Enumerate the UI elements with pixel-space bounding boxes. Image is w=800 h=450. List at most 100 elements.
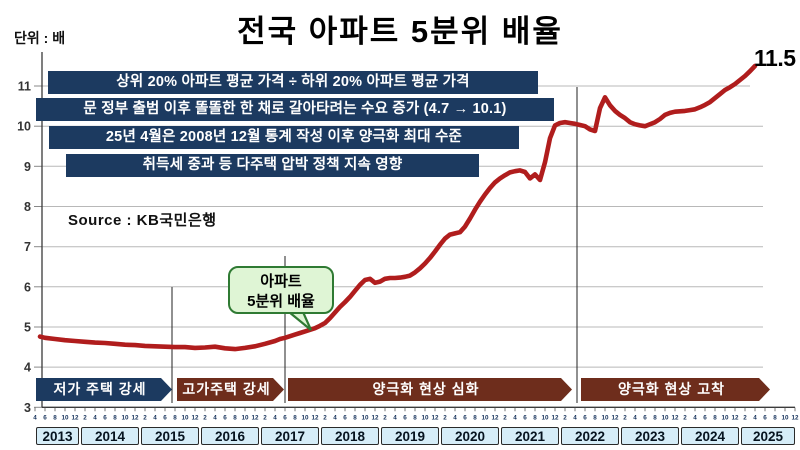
period-banner: 고가주택 강세 — [177, 378, 284, 401]
x-tick-label: 8 — [473, 415, 477, 422]
x-tick-label: 2 — [683, 415, 687, 422]
x-tick-label: 6 — [763, 415, 767, 422]
x-tick-label: 12 — [131, 415, 139, 422]
year-label-box: 2022 — [561, 427, 619, 445]
x-tick-label: 6 — [643, 415, 647, 422]
y-tick-label: 4 — [24, 361, 31, 375]
x-tick-label: 4 — [633, 415, 637, 422]
x-tick-label: 4 — [573, 415, 577, 422]
x-tick-label: 10 — [241, 415, 249, 422]
annotation-box-policy: 취득세 중과 등 다주택 압박 정책 지속 영향 — [66, 154, 479, 177]
year-label-box: 2014 — [81, 427, 139, 445]
callout-line-1: 아파트 — [260, 273, 302, 290]
x-tick-label: 6 — [43, 415, 47, 422]
series-callout-bubble: 아파트 5분위 배율 — [228, 266, 334, 314]
x-tick-label: 6 — [343, 415, 347, 422]
x-tick-label: 4 — [33, 415, 37, 422]
year-label-box: 2017 — [261, 427, 319, 445]
year-label-box: 2013 — [36, 427, 79, 445]
x-tick-label: 12 — [671, 415, 679, 422]
period-banner: 양극화 현상 심화 — [288, 378, 572, 401]
source-label: Source : KB국민은행 — [68, 212, 217, 229]
x-tick-label: 2 — [503, 415, 507, 422]
x-tick-label: 10 — [661, 415, 669, 422]
x-tick-label: 2 — [443, 415, 447, 422]
x-tick-label: 4 — [93, 415, 97, 422]
x-tick-label: 8 — [773, 415, 777, 422]
x-tick-label: 4 — [513, 415, 517, 422]
x-tick-label: 12 — [191, 415, 199, 422]
x-tick-label: 6 — [403, 415, 407, 422]
x-tick-label: 10 — [121, 415, 129, 422]
x-tick-label: 8 — [353, 415, 357, 422]
x-tick-label: 6 — [103, 415, 107, 422]
annotation-box-formula: 상위 20% 아파트 평균 가격 ÷ 하위 20% 아파트 평균 가격 — [48, 71, 538, 94]
x-tick-label: 10 — [361, 415, 369, 422]
x-tick-label: 2 — [383, 415, 387, 422]
year-label-box: 2018 — [321, 427, 379, 445]
x-tick-label: 6 — [283, 415, 287, 422]
year-label-box: 2020 — [441, 427, 499, 445]
x-tick-label: 4 — [273, 415, 277, 422]
x-tick-label: 10 — [781, 415, 789, 422]
x-tick-label: 4 — [393, 415, 397, 422]
x-tick-label: 8 — [713, 415, 717, 422]
x-tick-label: 2 — [323, 415, 327, 422]
x-tick-label: 2 — [143, 415, 147, 422]
year-label-box: 2019 — [381, 427, 439, 445]
x-tick-label: 12 — [551, 415, 559, 422]
x-tick-label: 10 — [421, 415, 429, 422]
x-tick-label: 4 — [753, 415, 757, 422]
x-tick-label: 6 — [463, 415, 467, 422]
annotation-box-record: 25년 4월은 2008년 12월 통계 작성 이후 양극화 최대 수준 — [49, 126, 519, 149]
x-tick-label: 8 — [653, 415, 657, 422]
y-tick-label: 8 — [24, 200, 31, 214]
x-tick-label: 2 — [83, 415, 87, 422]
year-label-box: 2015 — [141, 427, 199, 445]
x-tick-label: 4 — [213, 415, 217, 422]
end-value-label: 11.5 — [754, 45, 796, 71]
x-tick-label: 10 — [721, 415, 729, 422]
x-tick-label: 10 — [601, 415, 609, 422]
x-tick-label: 10 — [301, 415, 309, 422]
x-tick-label: 12 — [791, 415, 799, 422]
x-tick-label: 12 — [611, 415, 619, 422]
y-tick-label: 10 — [17, 120, 31, 134]
x-tick-label: 12 — [371, 415, 379, 422]
x-tick-label: 6 — [523, 415, 527, 422]
x-tick-label: 2 — [743, 415, 747, 422]
x-tick-label: 6 — [703, 415, 707, 422]
y-tick-label: 11 — [18, 80, 31, 94]
x-tick-label: 12 — [491, 415, 499, 422]
x-tick-label: 4 — [333, 415, 337, 422]
annotation-box-demand: 문 정부 출범 이후 똘똘한 한 채로 갈아타려는 수요 증가 (4.7 → 1… — [36, 98, 554, 121]
year-label-box: 2025 — [741, 427, 795, 445]
year-label-box: 2023 — [621, 427, 679, 445]
x-tick-label: 8 — [293, 415, 297, 422]
x-tick-label: 10 — [541, 415, 549, 422]
x-tick-label: 10 — [61, 415, 69, 422]
x-tick-label: 2 — [203, 415, 207, 422]
x-tick-label: 12 — [311, 415, 319, 422]
unit-label: 단위 : 배 — [14, 30, 66, 46]
page-title: 전국 아파트 5분위 배율 — [237, 14, 563, 49]
y-tick-label: 9 — [24, 160, 31, 174]
x-tick-label: 8 — [233, 415, 237, 422]
x-tick-label: 8 — [53, 415, 57, 422]
x-tick-label: 6 — [223, 415, 227, 422]
x-tick-label: 4 — [153, 415, 157, 422]
callout-line-2: 5분위 배율 — [247, 293, 315, 311]
x-tick-label: 4 — [453, 415, 457, 422]
x-tick-label: 8 — [173, 415, 177, 422]
x-tick-label: 8 — [113, 415, 117, 422]
x-tick-label: 2 — [623, 415, 627, 422]
x-tick-label: 4 — [693, 415, 697, 422]
x-tick-label: 2 — [563, 415, 567, 422]
x-tick-label: 8 — [413, 415, 417, 422]
x-tick-label: 12 — [431, 415, 439, 422]
x-tick-label: 8 — [593, 415, 597, 422]
y-tick-label: 6 — [24, 280, 31, 294]
x-tick-label: 12 — [251, 415, 259, 422]
